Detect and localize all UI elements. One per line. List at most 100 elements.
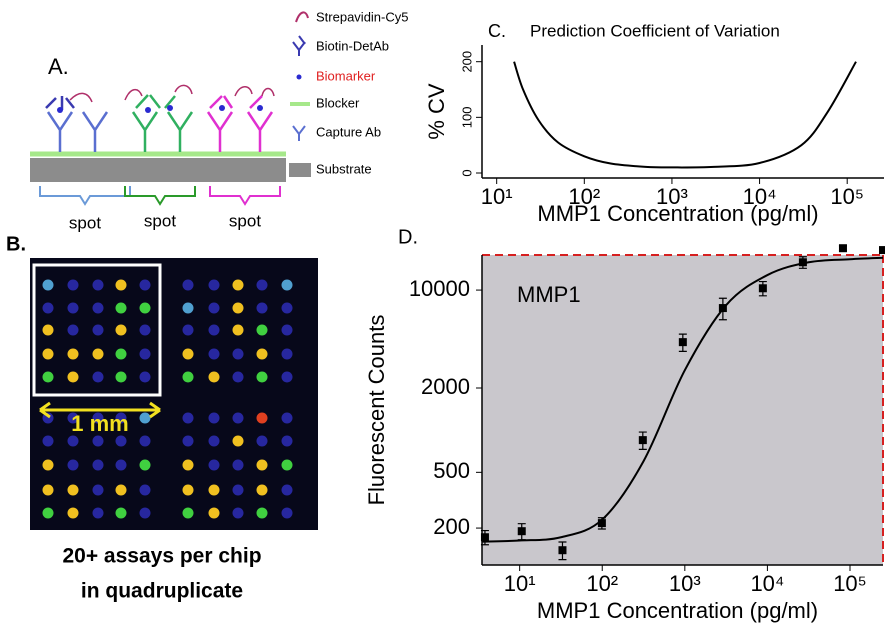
spot-dot (182, 302, 194, 314)
spot-dot (139, 302, 151, 314)
spot-dot (92, 459, 104, 471)
spot-dot (256, 371, 268, 383)
spot-dot (232, 459, 244, 471)
legend-icons (289, 11, 311, 177)
spot-dot (139, 348, 151, 360)
spot-dot (281, 507, 293, 519)
panel-label: A. (48, 54, 69, 79)
spot-dot (115, 507, 127, 519)
spot-dot (182, 459, 194, 471)
scale-arrow (39, 401, 161, 419)
spot-dot (115, 279, 127, 291)
spot-dot (208, 507, 220, 519)
spot-dot (42, 348, 54, 360)
spot-dot (67, 484, 79, 496)
spot-dot (281, 412, 293, 424)
spot-dot (208, 302, 220, 314)
spot-dot (256, 279, 268, 291)
y-tick-label: 0 (459, 169, 474, 176)
x-tick-label: 10² (586, 571, 618, 596)
data-point (558, 546, 567, 555)
scale-label: 1 mm (71, 411, 128, 436)
spot-dot (256, 324, 268, 336)
x-axis-label: MMP1 Concentration (pg/ml) (537, 598, 818, 623)
spot-dot (281, 484, 293, 496)
spot-dot (42, 484, 54, 496)
spot-dot (42, 459, 54, 471)
spot-dot (92, 412, 104, 424)
antibodies (45, 84, 275, 152)
data-point (678, 338, 687, 347)
panel-label: C. (488, 21, 506, 41)
spot-dot (208, 348, 220, 360)
y-axis-label: % CV (424, 83, 449, 140)
x-tick-label: 10⁴ (743, 184, 777, 209)
spot-dot (115, 302, 127, 314)
y-tick-label: 500 (433, 458, 470, 483)
panel-label: B. (6, 233, 26, 255)
spot-dot (139, 324, 151, 336)
spot-dot (232, 435, 244, 447)
spot-dot (67, 348, 79, 360)
fit-line (481, 256, 884, 543)
spot-dot (115, 371, 127, 383)
spot-dot (232, 324, 244, 336)
x-tick-label: 10⁴ (750, 571, 784, 596)
spot-dot (281, 348, 293, 360)
spot-dot (42, 371, 54, 383)
spot-dot (42, 302, 54, 314)
spot-dot (208, 412, 220, 424)
y-tick-label: 100 (459, 106, 474, 128)
spot-dot (232, 507, 244, 519)
spot-label: spot (144, 211, 176, 230)
spot-dot (281, 279, 293, 291)
spot-dot (256, 348, 268, 360)
spot-dot (115, 484, 127, 496)
spot-dot (42, 324, 54, 336)
spot-label: spot (229, 211, 261, 230)
spot-label: spot (69, 213, 101, 232)
spot-dot (67, 302, 79, 314)
panel-a: A. spot spot spot (30, 9, 409, 232)
y-tick-label: 10000 (409, 276, 470, 301)
x-tick-label: 10³ (669, 571, 701, 596)
spot-dot (208, 435, 220, 447)
spot-dot (232, 348, 244, 360)
x-tick-label: 10³ (656, 184, 688, 209)
spot-dot (281, 371, 293, 383)
legend-label: Substrate (316, 161, 372, 176)
annotation: MMP1 (517, 282, 581, 307)
spot-dot (115, 348, 127, 360)
spot-dot (182, 412, 194, 424)
spot-dot (256, 412, 268, 424)
spot-dot (208, 371, 220, 383)
spot-dot (256, 302, 268, 314)
spot-dot (208, 324, 220, 336)
spot-dot (208, 459, 220, 471)
chart: 10¹ 10² 10³ 10⁴ 10⁵ 0 100 200 C. Prediction Coeff… (424, 21, 884, 226)
spot-dot (232, 371, 244, 383)
y-tick-label: 2000 (421, 374, 470, 399)
spot-dot (182, 371, 194, 383)
caption: in quadruplicate (81, 580, 243, 603)
panel-label: D. (398, 226, 418, 248)
chart-title: Prediction Coefficient of Variation (530, 21, 780, 40)
legend-label: Strepavidin-Cy5 (316, 9, 409, 24)
spot-dot (115, 412, 127, 424)
spot-dot (182, 348, 194, 360)
spot-dot (182, 507, 194, 519)
spot-dot (139, 435, 151, 447)
spot-dot (232, 412, 244, 424)
spot-dot (182, 484, 194, 496)
panel-b: B. 1 mm 20+ assays per chip in quadrupli… (6, 233, 318, 603)
caption: 20+ assays per chip (62, 545, 261, 568)
data-point (517, 527, 526, 536)
spot-dot (67, 435, 79, 447)
spot-dot (139, 279, 151, 291)
x-tick-label: 10⁵ (833, 571, 867, 596)
spot-dot (92, 348, 104, 360)
data-point (638, 436, 647, 445)
spot-dot (115, 324, 127, 336)
spot-dot (67, 507, 79, 519)
